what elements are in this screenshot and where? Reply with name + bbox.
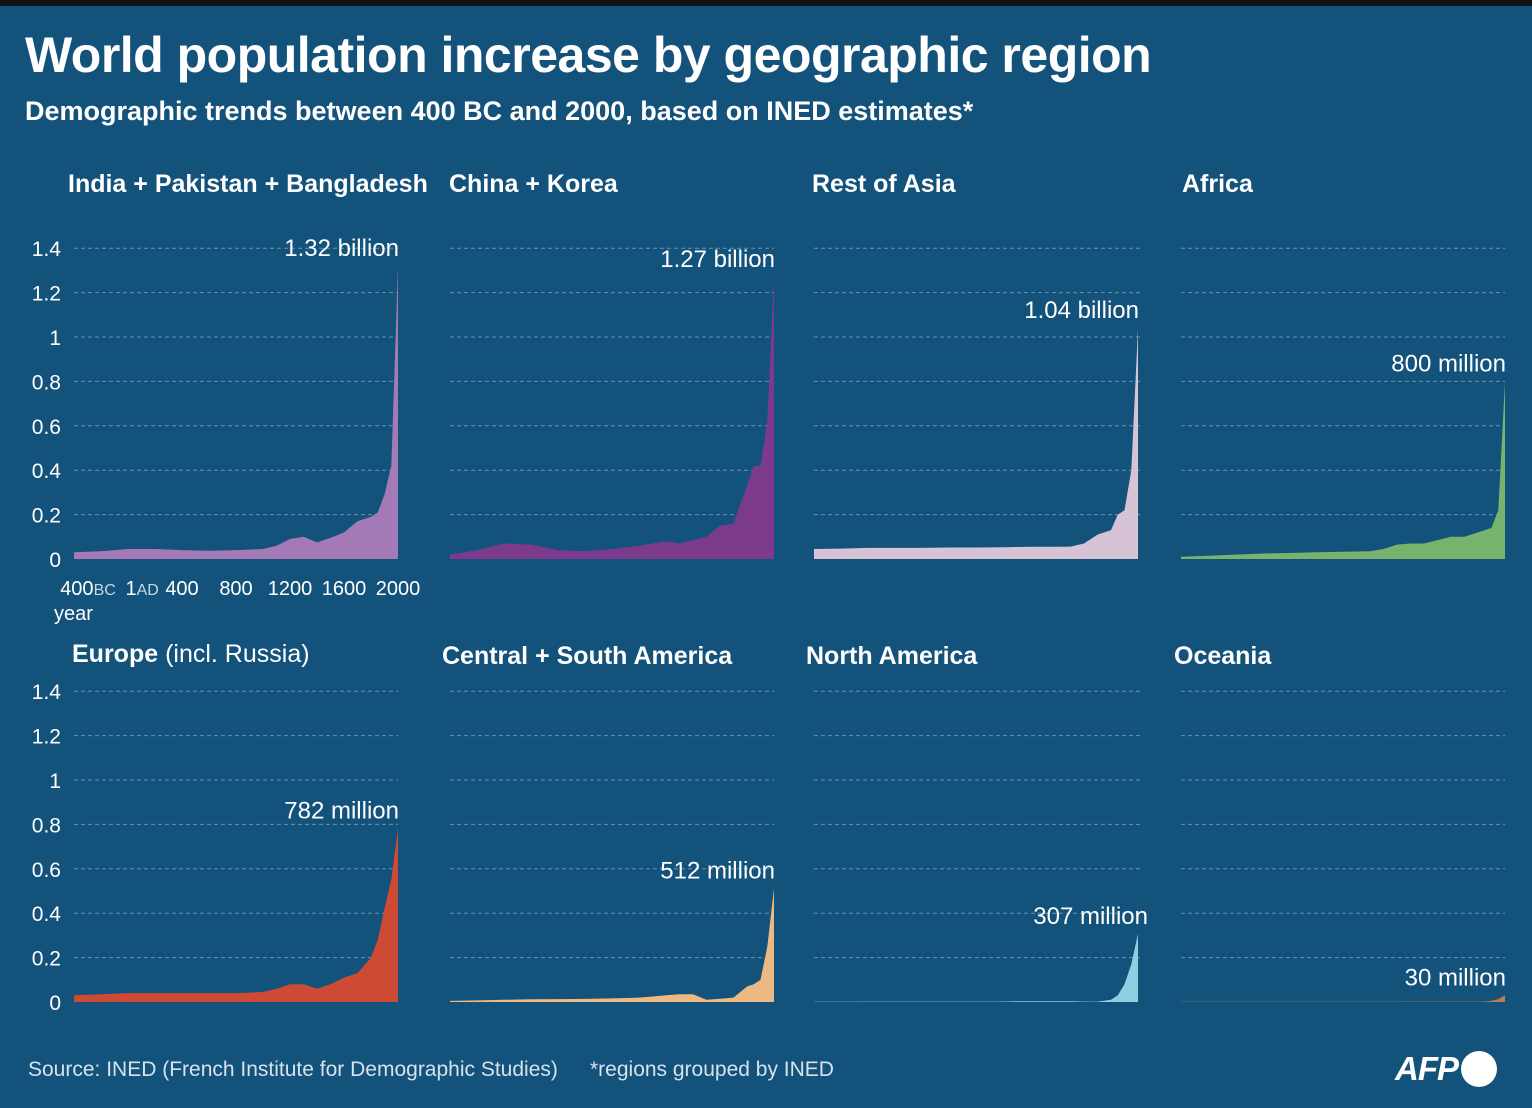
area-series	[814, 933, 1138, 1002]
panel-title-text: Rest of Asia	[812, 170, 956, 198]
y-tick-label: 1.4	[32, 238, 62, 261]
area-series	[450, 888, 774, 1002]
panel-title-africa: Africa	[1182, 170, 1253, 199]
y-tick-label: 0.4	[32, 460, 62, 483]
footnote: *regions grouped by INED	[590, 1058, 834, 1081]
x-tick-number: 1	[125, 578, 136, 600]
x-tick-label: 1600	[322, 578, 367, 600]
y-tick-label: 1	[49, 327, 61, 350]
top-bar	[0, 0, 1532, 6]
area-series	[1181, 381, 1505, 559]
x-tick-number: 400	[165, 578, 198, 600]
x-axis-label: year	[54, 603, 93, 625]
afp-logo: AFP	[1395, 1050, 1497, 1088]
x-tick-label: 400BC	[60, 578, 116, 600]
peak-value-label: 1.27 billion	[660, 246, 775, 273]
y-tick-label: 0	[49, 549, 61, 572]
x-tick-label: 1AD	[125, 578, 158, 600]
panel-title-rest-of-asia: Rest of Asia	[812, 170, 956, 199]
peak-value-label: 512 million	[660, 857, 775, 884]
panel-title-europe: Europe (incl. Russia)	[72, 640, 310, 669]
y-tick-label: 1.4	[32, 681, 62, 704]
y-tick-label: 0.8	[32, 371, 61, 394]
x-tick-era: BC	[94, 582, 116, 599]
x-tick-era: AD	[137, 582, 159, 599]
panel-title-north-america: North America	[806, 642, 977, 671]
y-tick-label: 0.8	[32, 814, 61, 837]
panel-title-text: North America	[806, 642, 978, 670]
x-tick-number: 2000	[376, 578, 421, 600]
x-tick-number: 1200	[268, 578, 313, 600]
panel-title-text: Central + South America	[442, 642, 733, 670]
chart-subtitle: Demographic trends between 400 BC and 20…	[25, 96, 974, 126]
x-tick-number: 800	[219, 578, 252, 600]
panel-title-text: Oceania	[1174, 642, 1272, 670]
area-series	[450, 277, 774, 559]
source-note: Source: INED (French Institute for Demog…	[28, 1058, 558, 1081]
y-tick-label: 1	[49, 770, 61, 793]
afp-logo-text: AFP	[1395, 1050, 1459, 1087]
peak-value-label: 1.32 billion	[284, 235, 399, 262]
panel-title-india: India + Pakistan + Bangladesh	[68, 170, 428, 199]
y-tick-label: 1.2	[32, 726, 61, 749]
panel-title-text: India + Pakistan + Bangladesh	[68, 170, 428, 198]
peak-value-label: 800 million	[1391, 350, 1506, 377]
chart-title: World population increase by geographic …	[25, 27, 1152, 83]
x-tick-label: 1200	[268, 578, 313, 600]
area-series	[814, 328, 1138, 559]
panel-title-text: Africa	[1182, 170, 1253, 198]
y-tick-label: 0	[49, 992, 61, 1015]
panel-title-central-south-america: Central + South America	[442, 642, 732, 671]
y-tick-label: 0.2	[32, 948, 61, 971]
panel-title-oceania: Oceania	[1174, 642, 1271, 671]
y-tick-label: 0.6	[32, 859, 61, 882]
x-tick-label: 400	[165, 578, 198, 600]
x-tick-number: 400	[60, 578, 93, 600]
area-series	[74, 266, 398, 559]
panel-title-text: China + Korea	[449, 170, 618, 198]
y-tick-label: 0.6	[32, 416, 61, 439]
peak-value-label: 782 million	[284, 797, 399, 824]
area-series	[74, 828, 398, 1002]
panel-title-extra: (incl. Russia)	[165, 640, 310, 668]
y-tick-label: 1.2	[32, 283, 61, 306]
x-tick-number: 1600	[322, 578, 367, 600]
peak-value-label: 1.04 billion	[1024, 297, 1139, 324]
peak-value-label: 307 million	[1033, 903, 1148, 930]
panel-title-china: China + Korea	[449, 170, 618, 199]
panel-title-text: Europe	[72, 640, 159, 668]
x-tick-label: 800	[219, 578, 252, 600]
x-tick-label: 2000	[376, 578, 421, 600]
peak-value-label: 30 million	[1405, 964, 1506, 991]
y-tick-label: 0.2	[32, 505, 61, 528]
afp-logo-dot	[1461, 1051, 1497, 1087]
y-tick-label: 0.4	[32, 903, 62, 926]
area-series	[1181, 995, 1505, 1002]
